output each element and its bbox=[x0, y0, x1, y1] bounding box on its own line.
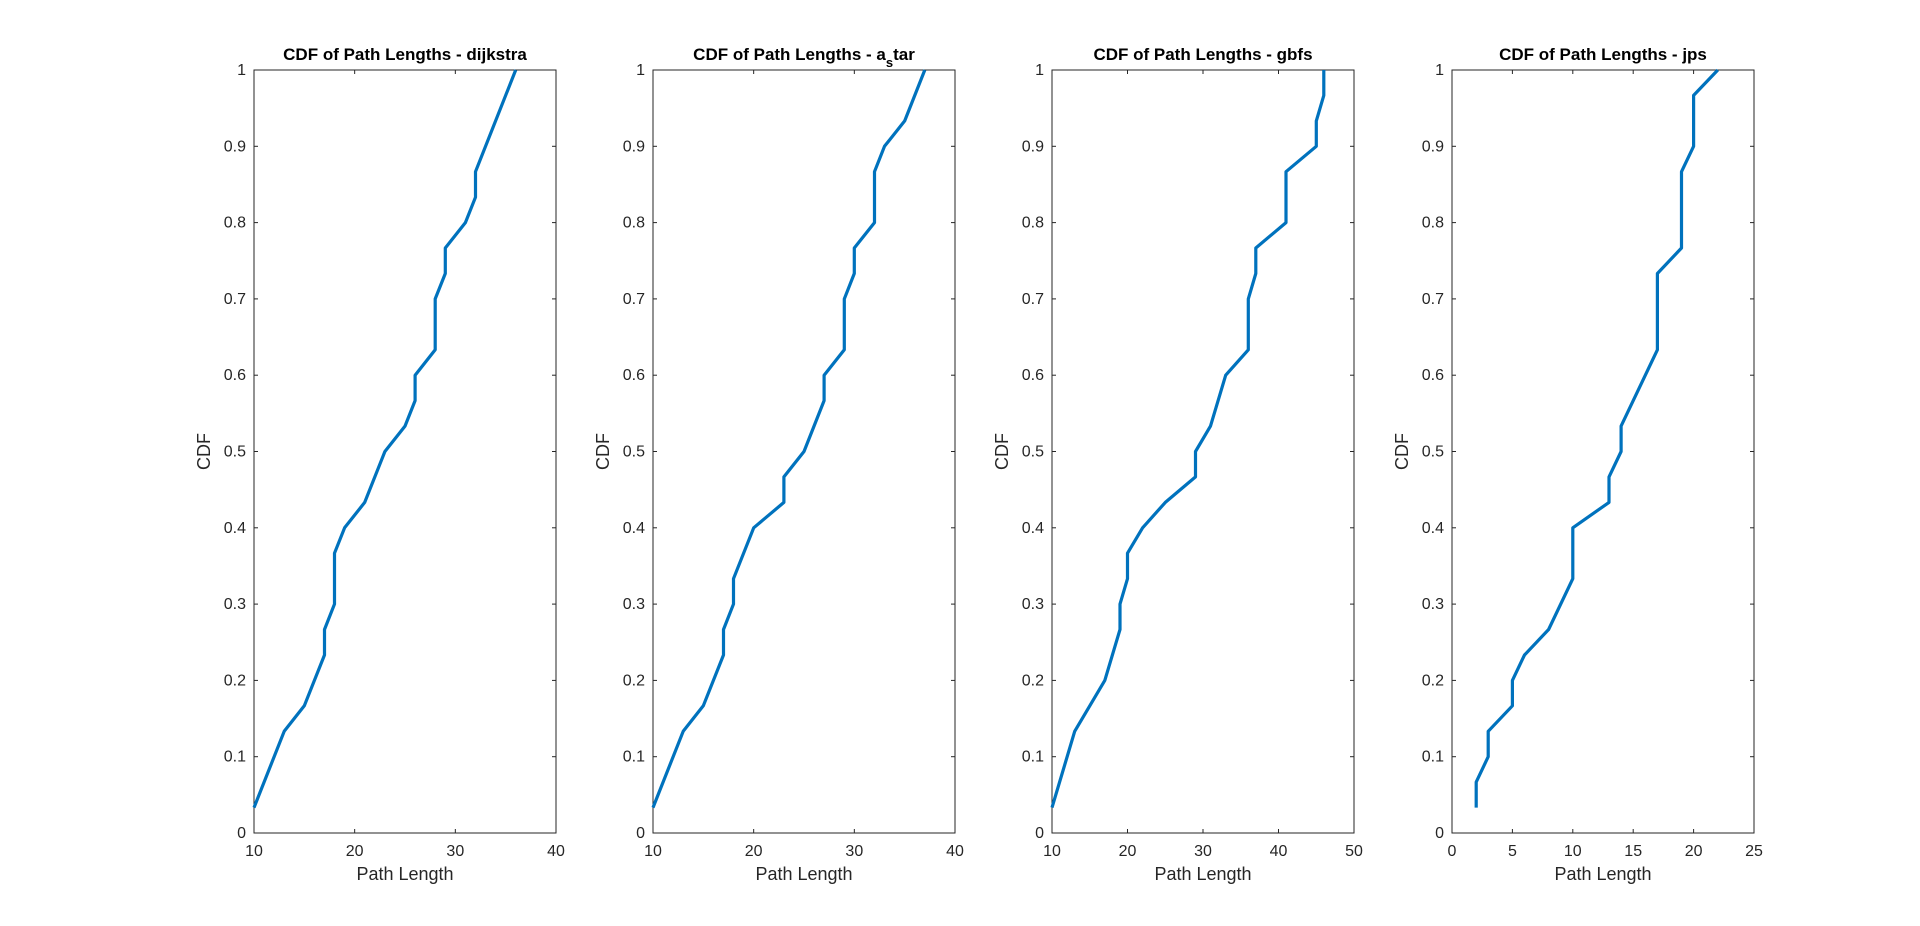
y-tick-label: 0.3 bbox=[224, 596, 246, 613]
y-tick-label: 0.9 bbox=[1422, 138, 1444, 155]
y-tick-label: 0.1 bbox=[224, 749, 246, 766]
y-tick-label: 0.2 bbox=[224, 672, 246, 689]
y-tick-label: 0 bbox=[237, 825, 246, 842]
y-tick-label: 0.2 bbox=[1022, 672, 1044, 689]
chart-panel-1: 10 20 30 40 0 0.1 0.2 0.3 0.4 0.5 0.6 0.7 0.8 0.9 1 Pat… bbox=[194, 45, 565, 884]
chart-panel-3: 10 20 30 40 50 0 0.1 0.2 0.3 0.4 0.5 0.6 0.7 0.8 0.9 1 P… bbox=[992, 45, 1363, 884]
x-tick-label: 30 bbox=[845, 843, 863, 860]
chart-title-text: CDF of Path Lengths - jps bbox=[1499, 45, 1707, 64]
x-tick-label: 10 bbox=[245, 843, 263, 860]
y-tick-label: 0.5 bbox=[1422, 444, 1444, 461]
y-tick-label: 0.3 bbox=[1022, 596, 1044, 613]
y-tick-label: 0 bbox=[1035, 825, 1044, 842]
chart-title: CDF of Path Lengths - jps bbox=[1499, 45, 1707, 64]
chart-title: CDF of Path Lengths - astar bbox=[693, 45, 915, 70]
x-tick-label: 20 bbox=[1119, 843, 1137, 860]
y-tick-label: 0.2 bbox=[1422, 672, 1444, 689]
cdf-series-line bbox=[651, 69, 927, 809]
x-tick-label: 30 bbox=[446, 843, 464, 860]
y-axis-label: CDF bbox=[1392, 433, 1412, 470]
y-tick-label: 0.9 bbox=[1022, 138, 1044, 155]
y-tick-label: 0.1 bbox=[1422, 749, 1444, 766]
y-tick-label: 0.8 bbox=[1022, 215, 1044, 232]
y-tick-label: 1 bbox=[1435, 62, 1444, 79]
x-axis-label: Path Length bbox=[356, 864, 453, 884]
y-tick-label: 1 bbox=[636, 62, 645, 79]
cdf-series-line bbox=[252, 69, 518, 809]
x-tick-label: 10 bbox=[1564, 843, 1582, 860]
chart-title: CDF of Path Lengths - dijkstra bbox=[283, 45, 527, 64]
y-tick-label: 0.5 bbox=[224, 444, 246, 461]
y-tick-label: 0.2 bbox=[623, 672, 645, 689]
y-tick-label: 0.8 bbox=[1422, 215, 1444, 232]
axes-box bbox=[1051, 69, 1355, 834]
y-tick-label: 0.5 bbox=[1022, 444, 1044, 461]
y-tick-label: 0.7 bbox=[1022, 291, 1044, 308]
x-tick-label: 40 bbox=[946, 843, 964, 860]
y-tick-label: 1 bbox=[1035, 62, 1044, 79]
y-tick-label: 0.3 bbox=[1422, 596, 1444, 613]
y-tick-label: 0.1 bbox=[623, 749, 645, 766]
y-axis-label: CDF bbox=[194, 433, 214, 470]
chart-title-subscript: s bbox=[886, 55, 893, 70]
y-tick-label: 0.6 bbox=[623, 367, 645, 384]
chart-title-text: CDF of Path Lengths - gbfs bbox=[1093, 45, 1312, 64]
chart-title: CDF of Path Lengths - gbfs bbox=[1093, 45, 1312, 64]
y-tick-label: 0.4 bbox=[1422, 520, 1444, 537]
chart-panel-2: 10 20 30 40 0 0.1 0.2 0.3 0.4 0.5 0.6 0.7 0.8 0.9 1 Pat… bbox=[593, 45, 964, 884]
y-tick-label: 0.6 bbox=[224, 367, 246, 384]
y-tick-label: 0.1 bbox=[1022, 749, 1044, 766]
x-tick-label: 0 bbox=[1448, 843, 1457, 860]
y-tick-label: 0.5 bbox=[623, 444, 645, 461]
chart-panel-4: 0 5 10 15 20 25 0 0.1 0.2 0.3 0.4 0.5 0.6 0.7 0.8 0.9 1 P… bbox=[1392, 45, 1763, 884]
chart-title-text: CDF of Path Lengths - a bbox=[693, 45, 886, 64]
axes-box bbox=[1451, 69, 1755, 834]
axes-box bbox=[253, 69, 557, 834]
x-tick-label: 30 bbox=[1194, 843, 1212, 860]
y-tick-label: 0.6 bbox=[1422, 367, 1444, 384]
chart-title-text: CDF of Path Lengths - dijkstra bbox=[283, 45, 527, 64]
cdf-series-line bbox=[1474, 68, 1719, 808]
x-axis-label: Path Length bbox=[1154, 864, 1251, 884]
y-tick-label: 0.7 bbox=[623, 291, 645, 308]
y-axis-label: CDF bbox=[992, 433, 1012, 470]
y-tick-label: 0.3 bbox=[623, 596, 645, 613]
y-tick-label: 0.8 bbox=[224, 215, 246, 232]
cdf-series-line bbox=[1050, 70, 1326, 809]
x-tick-label: 15 bbox=[1624, 843, 1642, 860]
y-axis-label: CDF bbox=[593, 433, 613, 470]
x-tick-label: 25 bbox=[1745, 843, 1763, 860]
x-tick-label: 20 bbox=[1685, 843, 1703, 860]
y-tick-label: 0.6 bbox=[1022, 367, 1044, 384]
y-tick-label: 0.4 bbox=[623, 520, 645, 537]
x-tick-label: 20 bbox=[346, 843, 364, 860]
y-tick-label: 0.9 bbox=[224, 138, 246, 155]
y-tick-label: 0.7 bbox=[1422, 291, 1444, 308]
y-tick-label: 0.4 bbox=[224, 520, 246, 537]
x-tick-label: 40 bbox=[547, 843, 565, 860]
x-tick-label: 10 bbox=[1043, 843, 1061, 860]
x-tick-label: 50 bbox=[1345, 843, 1363, 860]
y-tick-label: 0 bbox=[1435, 825, 1444, 842]
x-axis-label: Path Length bbox=[1554, 864, 1651, 884]
y-tick-label: 0 bbox=[636, 825, 645, 842]
y-tick-label: 0.7 bbox=[224, 291, 246, 308]
y-tick-label: 0.8 bbox=[623, 215, 645, 232]
x-tick-label: 5 bbox=[1508, 843, 1517, 860]
chart-title-suffix: tar bbox=[893, 45, 915, 64]
x-tick-label: 20 bbox=[745, 843, 763, 860]
y-tick-label: 0.9 bbox=[623, 138, 645, 155]
x-tick-label: 10 bbox=[644, 843, 662, 860]
x-axis-label: Path Length bbox=[755, 864, 852, 884]
y-tick-label: 0.4 bbox=[1022, 520, 1044, 537]
x-tick-label: 40 bbox=[1270, 843, 1288, 860]
y-tick-label: 1 bbox=[237, 62, 246, 79]
